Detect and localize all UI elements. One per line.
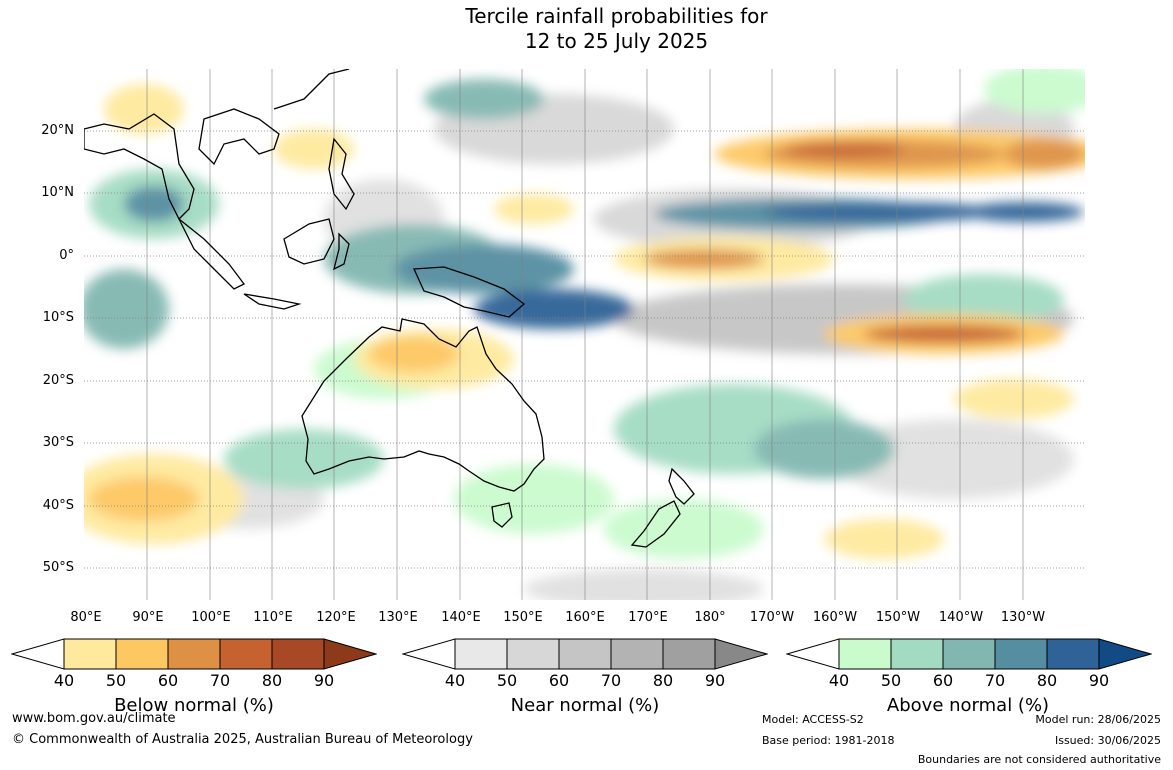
lon-label-80e: 80°E (70, 610, 102, 625)
below-normal-colorbar-swatches (11, 638, 377, 670)
below-tick: 70 (209, 671, 231, 690)
lon-label-150w: 150°W (875, 610, 921, 625)
above-tick: 40 (828, 671, 850, 690)
map-canvas (84, 69, 1085, 600)
above-normal-colorbar (786, 638, 1152, 670)
lat-label-10n: 10°N (41, 185, 74, 200)
above-normal-label: Above normal (%) (886, 695, 1050, 716)
near-normal-colorbar (402, 638, 768, 670)
lat-label-50s: 50°S (42, 560, 74, 575)
footer-copyright: © Commonwealth of Australia 2025, Austra… (12, 732, 473, 747)
lon-label-150e: 150°E (503, 610, 543, 625)
above-normal-colorbar-swatches (786, 638, 1152, 670)
above-tick: 70 (984, 671, 1006, 690)
above-tick: 80 (1036, 671, 1058, 690)
lon-label-90e: 90°E (132, 610, 164, 625)
lon-label-170e: 170°E (628, 610, 668, 625)
below-tick: 60 (157, 671, 179, 690)
near-tick: 50 (496, 671, 518, 690)
lon-label-110e: 110°E (253, 610, 293, 625)
lon-label-160e: 160°E (565, 610, 605, 625)
near-tick: 40 (444, 671, 466, 690)
lon-label-130w: 130°W (1000, 610, 1046, 625)
lon-label-100e: 100°E (191, 610, 231, 625)
lat-label-10s: 10°S (42, 310, 74, 325)
near-tick: 90 (704, 671, 726, 690)
near-tick: 60 (548, 671, 570, 690)
near-normal-colorbar-swatches (402, 638, 768, 670)
lat-label-20s: 20°S (42, 373, 74, 388)
below-normal-colorbar (11, 638, 377, 670)
lat-label-30s: 30°S (42, 435, 74, 450)
lon-label-140w: 140°W (938, 610, 984, 625)
below-tick: 90 (313, 671, 335, 690)
lat-label-40s: 40°S (42, 498, 74, 513)
lon-label-170w: 170°W (749, 610, 795, 625)
below-tick: 80 (261, 671, 283, 690)
above-tick: 50 (880, 671, 902, 690)
footer-disclaimer: Boundaries are not considered authoritat… (917, 753, 1161, 766)
title-line-2: 12 to 25 July 2025 (524, 29, 709, 53)
lon-label-130e: 130°E (378, 610, 418, 625)
above-tick: 90 (1088, 671, 1110, 690)
lat-label-0: 0° (59, 248, 74, 263)
below-tick: 40 (53, 671, 75, 690)
coastlines (84, 69, 695, 548)
footer-model-run: Model run: 28/06/2025 (1035, 713, 1161, 726)
below-tick: 50 (105, 671, 127, 690)
title-line-1: Tercile rainfall probabilities for (465, 4, 768, 28)
rainfall-probability-map (84, 69, 1085, 600)
lon-label-120e: 120°E (316, 610, 356, 625)
above-tick: 60 (932, 671, 954, 690)
lat-label-20n: 20°N (41, 123, 74, 138)
near-normal-label: Near normal (%) (510, 695, 660, 716)
footer-model: Model: ACCESS-S2 (762, 713, 864, 726)
lon-label-180: 180° (694, 610, 726, 625)
below-normal-label: Below normal (%) (114, 695, 274, 716)
footer-base-period: Base period: 1981-2018 (762, 734, 895, 747)
lon-label-160w: 160°W (812, 610, 858, 625)
footer-url: www.bom.gov.au/climate (12, 711, 176, 726)
near-tick: 70 (600, 671, 622, 690)
map-title: Tercile rainfall probabilities for 12 to… (0, 4, 1173, 54)
near-tick: 80 (652, 671, 674, 690)
lon-label-140e: 140°E (441, 610, 481, 625)
footer-issued: Issued: 30/06/2025 (1054, 734, 1161, 747)
